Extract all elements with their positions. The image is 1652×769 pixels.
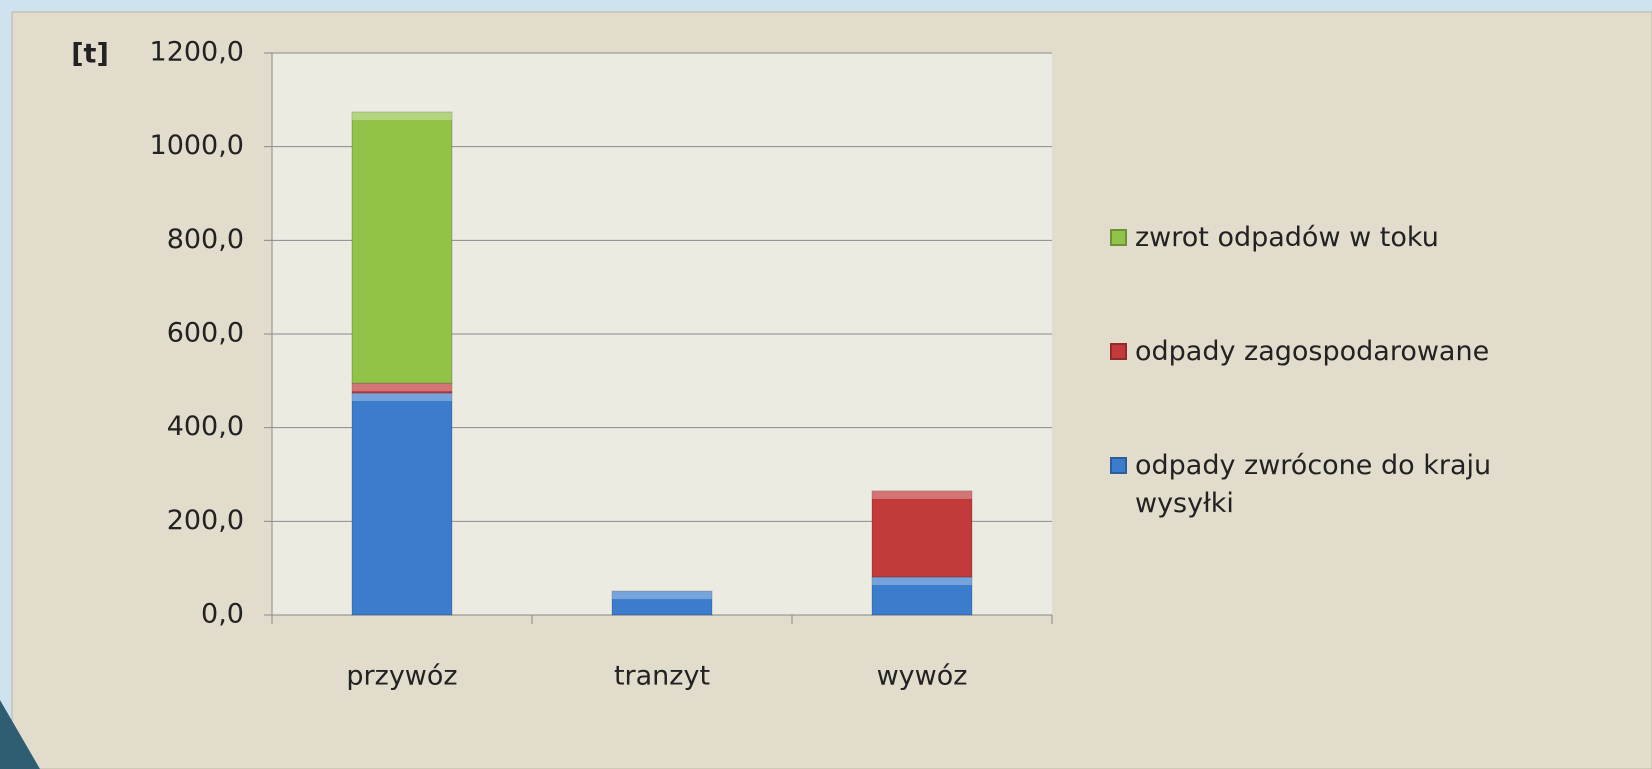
legend-label: odpady zwrócone do kraju wysyłki — [1135, 450, 1492, 519]
x-tick-label: wywóz — [877, 661, 968, 692]
bar-bevel — [352, 383, 452, 392]
bar-bevel — [352, 112, 452, 121]
legend-item: zwrot odpadów w toku — [1110, 219, 1535, 257]
bar-bevel — [872, 490, 972, 499]
legend-label: odpady zagospodarowane — [1135, 336, 1490, 367]
legend-swatch — [1110, 343, 1127, 360]
bar-segment — [871, 576, 973, 616]
y-tick-label: 800,0 — [167, 224, 244, 255]
bar-segment — [351, 392, 453, 616]
bar-bevel — [352, 393, 452, 402]
y-tick-label: 0,0 — [201, 599, 244, 630]
y-tick-label: 1000,0 — [150, 130, 244, 161]
bar-segment — [871, 490, 973, 578]
legend-swatch — [1110, 229, 1127, 246]
legend-label: zwrot odpadów w toku — [1135, 222, 1439, 253]
bar-segment — [351, 111, 453, 384]
corner-decoration — [0, 700, 40, 769]
y-axis-label: [t] — [71, 39, 109, 70]
y-tick-label: 1200,0 — [150, 37, 244, 68]
y-tick-label: 600,0 — [167, 318, 244, 349]
legend-item: odpady zagospodarowane — [1110, 333, 1535, 371]
bar-segment — [611, 590, 713, 616]
x-tick-label: tranzyt — [614, 661, 710, 692]
y-tick-label: 200,0 — [167, 505, 244, 536]
legend-item: odpady zwrócone do kraju wysyłki — [1110, 447, 1535, 523]
y-tick-label: 400,0 — [167, 411, 244, 442]
bar-bevel — [872, 577, 972, 586]
legend-swatch — [1110, 457, 1127, 474]
bar-bevel — [612, 591, 712, 600]
x-tick-label: przywóz — [346, 661, 457, 692]
